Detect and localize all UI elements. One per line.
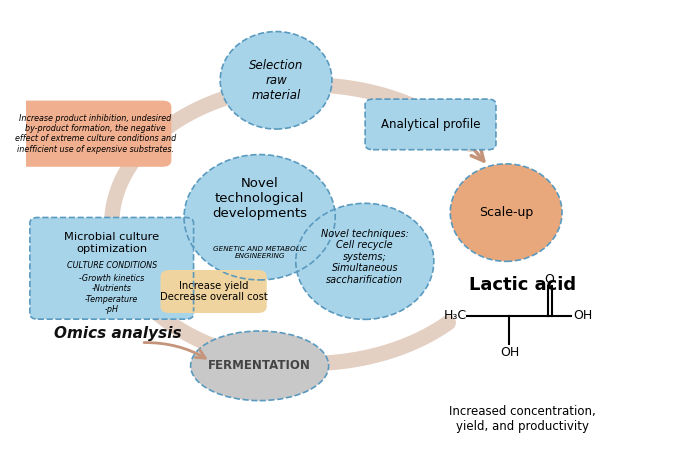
Ellipse shape <box>220 32 332 129</box>
Text: Novel techniques:
Cell recycle
systems;
Simultaneous
saccharification: Novel techniques: Cell recycle systems; … <box>321 228 409 285</box>
Text: Novel
technological
developments: Novel technological developments <box>212 177 307 220</box>
Text: Increase yield
Decrease overall cost: Increase yield Decrease overall cost <box>160 281 267 302</box>
Text: H₃C: H₃C <box>444 309 467 322</box>
Text: Scale-up: Scale-up <box>479 206 533 219</box>
Text: Microbial culture
optimization: Microbial culture optimization <box>64 232 160 254</box>
Text: GENETIC AND METABOLIC
ENGINEERING: GENETIC AND METABOLIC ENGINEERING <box>212 246 307 259</box>
Text: Lactic acid: Lactic acid <box>469 276 576 294</box>
Ellipse shape <box>190 331 329 401</box>
Ellipse shape <box>450 164 562 262</box>
Text: Analytical profile: Analytical profile <box>381 118 480 131</box>
Text: OH: OH <box>573 309 593 322</box>
Text: Increased concentration,
yield, and productivity: Increased concentration, yield, and prod… <box>449 405 596 433</box>
FancyBboxPatch shape <box>365 99 496 150</box>
FancyBboxPatch shape <box>20 101 171 166</box>
Text: -Growth kinetics
-Nutrients
-Temperature
-pH: -Growth kinetics -Nutrients -Temperature… <box>79 274 145 314</box>
Ellipse shape <box>296 203 434 319</box>
Text: Selection
raw
material: Selection raw material <box>249 59 303 102</box>
Text: OH: OH <box>500 347 519 359</box>
Text: CULTURE CONDITIONS: CULTURE CONDITIONS <box>66 262 157 270</box>
Text: FERMENTATION: FERMENTATION <box>208 359 311 372</box>
Ellipse shape <box>184 155 335 280</box>
Text: Increase product inhibition, undesired
by-product formation, the negative
effect: Increase product inhibition, undesired b… <box>14 113 176 154</box>
Text: Omics analysis: Omics analysis <box>55 326 182 341</box>
FancyBboxPatch shape <box>30 218 194 319</box>
Text: O: O <box>545 273 554 286</box>
FancyBboxPatch shape <box>162 271 266 312</box>
